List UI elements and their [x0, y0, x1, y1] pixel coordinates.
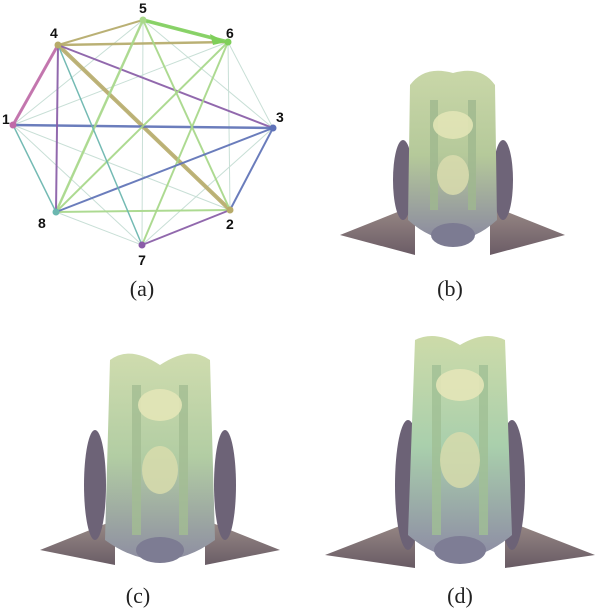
graph-edge-faint	[141, 19, 144, 246]
graph-node-label-4: 4	[50, 25, 58, 41]
graph-edge-faint	[12, 19, 144, 126]
graph-node-6	[224, 38, 232, 46]
graph-edge-faint	[12, 41, 229, 126]
graph-node-label-8: 8	[38, 215, 46, 231]
graph-edge-5-2	[142, 19, 231, 211]
graph-svg: 1 2 3 4 5 6 7 8	[2, 0, 284, 268]
graph-node-1	[9, 121, 17, 129]
graph-edge-4-5	[57, 19, 144, 46]
render-panel-b	[305, 55, 600, 270]
graph-node-4	[54, 41, 62, 49]
graph-node-8	[52, 208, 60, 216]
graph-edge-8-2	[55, 209, 231, 213]
graph-edge-1-8	[12, 124, 57, 213]
render-image-c	[40, 353, 280, 565]
graph-edge-6-7	[141, 41, 229, 246]
render-panel-d	[320, 330, 600, 575]
caption-a: (a)	[129, 276, 155, 301]
graph-node-2	[226, 206, 234, 214]
graph-edge-8-6	[55, 41, 229, 213]
graph-edge-5-8	[54, 18, 145, 214]
graph-panel: 1 2 3 4 5 6 7 8	[0, 0, 300, 270]
graph-edge-4-6	[56, 40, 230, 47]
render-image-d	[325, 336, 595, 568]
render-image-b	[340, 70, 565, 255]
graph-edge-faint	[142, 19, 274, 129]
graph-edge-faint	[227, 41, 231, 211]
graph-node-7	[138, 241, 146, 249]
graph-node-5	[139, 16, 147, 24]
graph-node-label-6: 6	[226, 25, 234, 41]
graph-node-label-1: 1	[2, 111, 10, 127]
graph-edge-4-3	[57, 44, 274, 129]
graph-edge-faint	[12, 124, 231, 211]
graph-edge-3-2	[229, 127, 274, 211]
graph-edge-faint	[227, 41, 274, 129]
graph-edge-1-4	[11, 43, 60, 127]
graph-node-3	[269, 124, 277, 132]
caption-c: (c)	[125, 583, 151, 608]
graph-edge-4-7	[57, 44, 143, 246]
render-panel-c	[20, 345, 295, 575]
caption-d: (d)	[447, 583, 473, 608]
graph-edge-7-2	[141, 209, 231, 246]
graph-node-label-5: 5	[139, 0, 147, 16]
graph-edge-3-8	[55, 127, 274, 213]
caption-b: (b)	[437, 276, 463, 301]
graph-edge-4-8	[55, 44, 59, 213]
arrowhead-icon	[210, 34, 226, 45]
graph-node-label-3: 3	[276, 109, 284, 125]
graph-edge-faint	[55, 211, 143, 246]
graph-node-label-7: 7	[138, 252, 146, 268]
graph-node-label-2: 2	[226, 216, 234, 232]
graph-edge-faint	[12, 124, 143, 246]
